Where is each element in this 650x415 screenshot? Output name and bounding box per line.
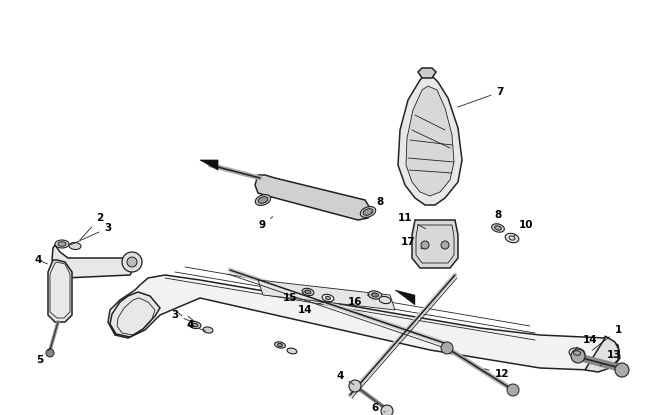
Circle shape bbox=[441, 241, 449, 249]
Circle shape bbox=[127, 257, 137, 267]
Ellipse shape bbox=[491, 224, 504, 232]
Text: 12: 12 bbox=[485, 369, 509, 379]
Ellipse shape bbox=[305, 290, 311, 294]
Text: 4: 4 bbox=[336, 371, 354, 385]
Ellipse shape bbox=[189, 321, 201, 329]
Text: 3: 3 bbox=[172, 310, 192, 322]
Ellipse shape bbox=[58, 242, 66, 246]
Polygon shape bbox=[395, 290, 415, 305]
Text: 10: 10 bbox=[514, 220, 533, 236]
Ellipse shape bbox=[322, 294, 334, 302]
Polygon shape bbox=[200, 160, 218, 170]
Ellipse shape bbox=[495, 226, 501, 230]
Ellipse shape bbox=[302, 288, 314, 295]
Circle shape bbox=[507, 384, 519, 396]
Ellipse shape bbox=[505, 233, 519, 243]
Ellipse shape bbox=[255, 195, 270, 205]
Text: 4: 4 bbox=[187, 320, 205, 331]
Circle shape bbox=[615, 363, 629, 377]
Text: 1: 1 bbox=[592, 325, 621, 350]
Circle shape bbox=[571, 349, 585, 363]
Text: 8: 8 bbox=[495, 210, 502, 226]
Ellipse shape bbox=[569, 348, 585, 358]
Text: 11: 11 bbox=[398, 213, 426, 229]
Ellipse shape bbox=[287, 348, 297, 354]
Polygon shape bbox=[398, 75, 462, 205]
Text: 14: 14 bbox=[576, 335, 597, 348]
Ellipse shape bbox=[55, 240, 69, 248]
Polygon shape bbox=[48, 260, 72, 322]
Ellipse shape bbox=[258, 197, 268, 203]
Text: 5: 5 bbox=[36, 348, 50, 365]
Circle shape bbox=[441, 342, 453, 354]
Circle shape bbox=[381, 405, 393, 415]
Text: 2: 2 bbox=[80, 213, 103, 240]
Circle shape bbox=[421, 241, 429, 249]
Ellipse shape bbox=[360, 207, 376, 217]
Circle shape bbox=[349, 380, 361, 392]
Polygon shape bbox=[418, 68, 436, 78]
Text: 8: 8 bbox=[372, 197, 383, 213]
Ellipse shape bbox=[368, 291, 382, 299]
Circle shape bbox=[122, 252, 142, 272]
Ellipse shape bbox=[69, 242, 81, 249]
Polygon shape bbox=[110, 292, 160, 337]
Text: 15: 15 bbox=[283, 291, 306, 303]
Ellipse shape bbox=[278, 344, 283, 347]
Text: 9: 9 bbox=[259, 217, 273, 230]
Text: 13: 13 bbox=[600, 350, 621, 366]
Polygon shape bbox=[406, 86, 454, 196]
Polygon shape bbox=[258, 280, 395, 310]
Circle shape bbox=[46, 349, 54, 357]
Ellipse shape bbox=[363, 209, 373, 215]
Polygon shape bbox=[52, 245, 135, 278]
Text: 17: 17 bbox=[400, 237, 422, 249]
Ellipse shape bbox=[379, 296, 391, 304]
Polygon shape bbox=[255, 175, 370, 220]
Text: 4: 4 bbox=[34, 255, 42, 265]
Text: 7: 7 bbox=[458, 87, 504, 107]
Ellipse shape bbox=[192, 323, 198, 327]
Text: 16: 16 bbox=[348, 294, 370, 307]
Polygon shape bbox=[412, 220, 458, 268]
Text: 14: 14 bbox=[298, 301, 326, 315]
Ellipse shape bbox=[372, 293, 378, 297]
Ellipse shape bbox=[203, 327, 213, 333]
Polygon shape bbox=[108, 275, 620, 370]
Ellipse shape bbox=[274, 342, 285, 348]
Text: 6: 6 bbox=[371, 403, 385, 413]
Text: 3: 3 bbox=[71, 223, 112, 245]
Polygon shape bbox=[585, 336, 619, 372]
Ellipse shape bbox=[326, 296, 330, 300]
